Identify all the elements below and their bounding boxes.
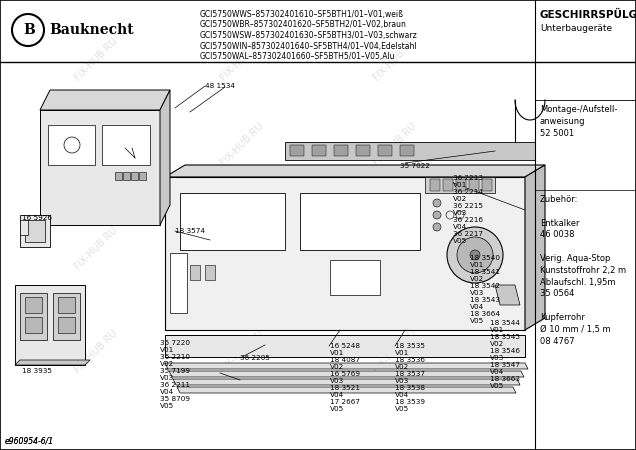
Text: e960954-6/1: e960954-6/1 xyxy=(5,436,54,445)
Polygon shape xyxy=(20,293,47,340)
Polygon shape xyxy=(160,90,170,225)
Polygon shape xyxy=(40,110,160,225)
Text: FIX-HUB.RU: FIX-HUB.RU xyxy=(72,224,119,271)
Text: Montage-/Aufstell-
anweisung
52 5001: Montage-/Aufstell- anweisung 52 5001 xyxy=(540,105,618,138)
Text: FIX-HUB.RU: FIX-HUB.RU xyxy=(218,328,265,374)
Polygon shape xyxy=(177,387,516,393)
Polygon shape xyxy=(170,253,187,313)
Polygon shape xyxy=(205,265,215,280)
Text: 35 7022: 35 7022 xyxy=(400,163,430,169)
Text: 36 2213
V01
36 2214
V02
36 2215
V03
36 2216
V04
36 2217
V05: 36 2213 V01 36 2214 V02 36 2215 V03 36 2… xyxy=(453,175,483,244)
Text: 16 5926: 16 5926 xyxy=(22,215,52,221)
Polygon shape xyxy=(285,142,535,160)
Polygon shape xyxy=(58,317,75,333)
Polygon shape xyxy=(48,125,95,165)
Polygon shape xyxy=(425,177,495,193)
Polygon shape xyxy=(115,172,122,180)
Polygon shape xyxy=(53,293,80,340)
Polygon shape xyxy=(430,179,440,191)
Text: 18 3574: 18 3574 xyxy=(175,228,205,234)
Polygon shape xyxy=(400,145,414,156)
Text: 36 2205: 36 2205 xyxy=(240,355,270,361)
Polygon shape xyxy=(165,363,528,369)
Polygon shape xyxy=(525,165,545,330)
Text: 35 7220
V01
36 2210
V02
35 7199
V03
36 2211
V04
35 8709
V05: 35 7220 V01 36 2210 V02 35 7199 V03 36 2… xyxy=(160,340,190,409)
Circle shape xyxy=(433,223,441,231)
Text: FIX-HUB.RU: FIX-HUB.RU xyxy=(371,224,418,271)
Polygon shape xyxy=(456,179,466,191)
Text: 18 3935: 18 3935 xyxy=(22,368,52,374)
Polygon shape xyxy=(165,165,545,177)
Circle shape xyxy=(447,227,503,283)
Text: 18 3535
V01
18 3536
V02
18 3537
V03
18 3538
V04
18 3539
V05: 18 3535 V01 18 3536 V02 18 3537 V03 18 3… xyxy=(395,343,425,412)
Text: GCI5750WIN–857302401640–SF5BTH4/01–V04,Edelstahl: GCI5750WIN–857302401640–SF5BTH4/01–V04,E… xyxy=(200,41,418,50)
Polygon shape xyxy=(40,90,170,110)
Text: 48 1534: 48 1534 xyxy=(205,83,235,89)
Text: Zubehör:

Entkalker
46 0038

Verig. Aqua-Stop
Kunststoffrohr 2,2 m
Ablaufschl. 1: Zubehör: Entkalker 46 0038 Verig. Aqua-S… xyxy=(540,195,626,346)
Circle shape xyxy=(457,237,493,273)
Polygon shape xyxy=(180,193,285,250)
Polygon shape xyxy=(443,179,453,191)
Polygon shape xyxy=(356,145,370,156)
Text: B: B xyxy=(23,23,35,37)
Polygon shape xyxy=(173,379,520,385)
Polygon shape xyxy=(102,125,150,165)
Polygon shape xyxy=(334,145,348,156)
Polygon shape xyxy=(15,285,85,365)
Polygon shape xyxy=(25,317,42,333)
Text: FIX-HUB.RU: FIX-HUB.RU xyxy=(371,328,418,374)
Polygon shape xyxy=(482,179,492,191)
Polygon shape xyxy=(469,179,479,191)
Text: FIX-HUB.RU: FIX-HUB.RU xyxy=(371,35,418,82)
Text: FIX-HUB.RU: FIX-HUB.RU xyxy=(218,35,265,82)
Text: FIX-HUB.RU: FIX-HUB.RU xyxy=(72,328,119,374)
Text: GESCHIRRSPÜLGERÄTE: GESCHIRRSPÜLGERÄTE xyxy=(540,10,636,20)
Text: FIX-HUB.RU: FIX-HUB.RU xyxy=(72,121,119,167)
Polygon shape xyxy=(290,145,304,156)
Polygon shape xyxy=(330,260,380,295)
Text: FIX-HUB.RU: FIX-HUB.RU xyxy=(218,224,265,271)
Polygon shape xyxy=(169,371,524,377)
Polygon shape xyxy=(495,285,520,305)
Text: GCI5750WBR–857302401620–SF5BTH2/01–V02,braun: GCI5750WBR–857302401620–SF5BTH2/01–V02,b… xyxy=(200,21,407,30)
Polygon shape xyxy=(165,335,525,357)
Text: FIX-HUB.RU: FIX-HUB.RU xyxy=(72,35,119,82)
Polygon shape xyxy=(139,172,146,180)
Text: GCI5750WWS–857302401610–SF5BTH1/01–V01,weiß: GCI5750WWS–857302401610–SF5BTH1/01–V01,w… xyxy=(200,10,404,19)
Polygon shape xyxy=(131,172,138,180)
Circle shape xyxy=(433,199,441,207)
Text: GCI5750WSW–857302401630–SF5BTH3/01–V03,schwarz: GCI5750WSW–857302401630–SF5BTH3/01–V03,s… xyxy=(200,31,418,40)
Text: FIX-HUB.RU: FIX-HUB.RU xyxy=(371,121,418,167)
Text: Unterbaugeräte: Unterbaugeräte xyxy=(540,24,612,33)
Text: FIX-HUB.RU: FIX-HUB.RU xyxy=(218,121,265,167)
Polygon shape xyxy=(20,215,50,247)
Polygon shape xyxy=(58,297,75,313)
Text: 18 3540
V01
18 3541
V02
18 3542
V03
18 3543
V04
18 3664
V05: 18 3540 V01 18 3541 V02 18 3542 V03 18 3… xyxy=(470,255,500,324)
Polygon shape xyxy=(25,297,42,313)
Polygon shape xyxy=(312,145,326,156)
Circle shape xyxy=(433,211,441,219)
Text: e960954-6/1: e960954-6/1 xyxy=(5,436,54,445)
Polygon shape xyxy=(123,172,130,180)
Circle shape xyxy=(470,250,480,260)
Text: GCI5750WAL–857302401660–SF5BTH5/01–V05,Alu: GCI5750WAL–857302401660–SF5BTH5/01–V05,A… xyxy=(200,52,396,61)
Polygon shape xyxy=(300,193,420,250)
Text: 16 5248
V01
18 4087
V02
16 5769
V03
18 3521
V04
17 2667
V05: 16 5248 V01 18 4087 V02 16 5769 V03 18 3… xyxy=(330,343,360,412)
Polygon shape xyxy=(20,220,28,235)
Polygon shape xyxy=(25,220,45,242)
Polygon shape xyxy=(378,145,392,156)
Text: Bauknecht: Bauknecht xyxy=(49,23,134,37)
Polygon shape xyxy=(15,360,90,365)
Text: 18 3544
V01
18 3545
V02
18 3546
V03
18 3547
V04
18 3663
V05: 18 3544 V01 18 3545 V02 18 3546 V03 18 3… xyxy=(490,320,520,389)
Polygon shape xyxy=(190,265,200,280)
Polygon shape xyxy=(165,177,525,330)
